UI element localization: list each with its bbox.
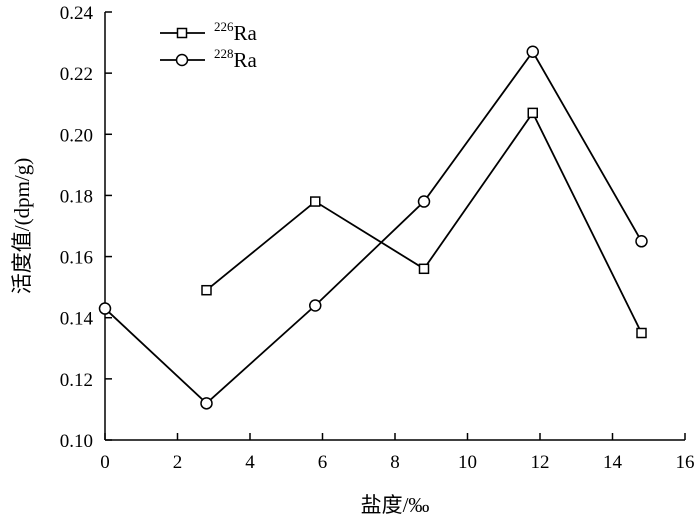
y-tick-label: 0.18 [60,186,93,207]
x-tick-label: 6 [318,452,328,473]
legend-label: 226Ra [214,19,258,45]
legend-marker [176,27,188,39]
data-point [418,263,430,275]
y-tick-label: 0.14 [60,309,94,330]
data-point [201,284,212,296]
x-tick-label: 16 [676,452,695,473]
series-line [205,111,643,334]
data-point [526,45,539,58]
legend-element-symbol: Ra [234,48,258,72]
x-tick-label: 0 [100,452,110,473]
x-tick-label: 10 [458,452,477,473]
y-tick-label: 0.22 [60,64,93,85]
x-tick-label: 2 [173,452,183,473]
series-circle [98,45,648,410]
x-tick-label: 4 [245,452,255,473]
data-point [98,302,112,315]
x-axis-ticks: 0 2 4 6 8 10 12 14 16 [100,433,695,473]
y-tick-label: 0.24 [60,3,94,24]
data-point [636,327,647,339]
series-line [104,50,643,405]
x-axis-title: 盐度/‰ [361,493,430,517]
data-point [635,235,648,248]
legend-mass-number: 228 [214,46,234,61]
data-point [310,196,321,207]
x-tick-label: 12 [531,452,550,473]
y-axis-ticks: 0.10 0.12 0.14 0.16 0.18 0.20 0.22 0.24 [60,3,112,452]
y-tick-label: 0.16 [60,248,93,269]
y-tick-label: 0.12 [60,370,93,391]
legend-mass-number: 226 [214,19,234,34]
data-point [527,107,538,119]
y-tick-label: 0.10 [60,431,93,452]
legend-label: 228Ra [214,46,258,72]
data-point [417,195,431,208]
axes [104,12,685,441]
y-tick-label: 0.20 [60,125,93,146]
x-tick-label: 14 [603,452,623,473]
legend-item: 226Ra [160,19,258,45]
legend-marker [175,53,189,67]
legend-item: 228Ra [160,46,258,72]
series-square [201,107,647,339]
data-point [200,397,213,410]
y-axis-title: 活度值/(dpm/g) [10,158,34,295]
series-layer [98,45,648,410]
x-tick-label: 8 [390,452,400,473]
data-point [309,299,322,312]
legend-element-symbol: Ra [234,21,258,45]
